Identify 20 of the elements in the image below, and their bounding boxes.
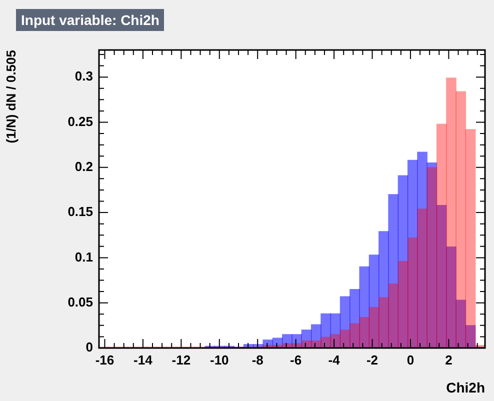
x-tick-label: -6 (290, 352, 302, 368)
x-tick-label: -14 (134, 352, 154, 368)
y-tick-label: 0.15 (68, 204, 93, 220)
x-axis-title: Chi2h (446, 379, 485, 396)
x-tick-label: 0 (406, 352, 414, 368)
chart-title: Input variable: Chi2h (16, 9, 164, 31)
x-tick-label: -8 (252, 352, 264, 368)
x-tick-label: -2 (366, 352, 378, 368)
y-tick-label: 0.25 (68, 114, 93, 129)
y-tick-label: 0.1 (74, 249, 93, 264)
x-tick-label: -4 (328, 352, 341, 368)
x-tick-label: -12 (172, 352, 191, 368)
x-tick-label: 2 (445, 352, 452, 368)
y-tick-label: 0 (86, 340, 93, 355)
y-tick-label: 0.2 (74, 158, 93, 174)
y-axis-title: (1/N) dN / 0.505 (3, 50, 18, 144)
y-tick-label: 0.3 (74, 68, 93, 84)
x-tick-label: -10 (210, 352, 229, 368)
y-tick-label: 0.05 (68, 294, 93, 310)
x-tick-label: -16 (95, 352, 114, 368)
